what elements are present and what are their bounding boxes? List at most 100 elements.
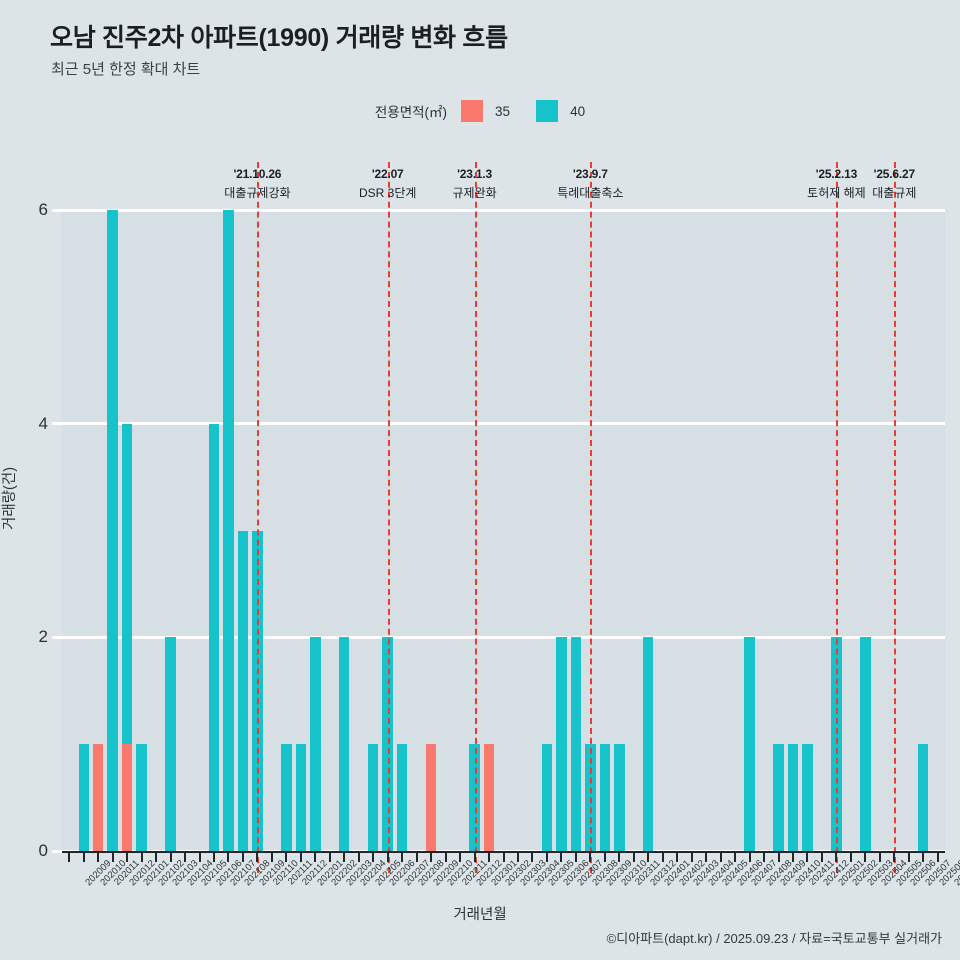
x-tick-mark	[878, 853, 881, 862]
x-tick-mark	[763, 853, 766, 862]
page-subtitle: 최근 5년 한정 확대 차트	[51, 61, 201, 78]
x-tick-mark	[68, 853, 71, 862]
y-axis: 0 2 4 6	[0, 200, 62, 860]
x-tick-mark	[835, 853, 838, 862]
x-tick-mark	[907, 853, 910, 862]
x-tick-mark	[936, 853, 939, 862]
gridline	[62, 422, 945, 426]
x-tick-mark	[155, 853, 158, 862]
x-tick-mark	[748, 853, 751, 862]
event-line-202506	[894, 162, 897, 873]
x-tick-mark	[82, 853, 85, 862]
x-tick-mark	[401, 853, 404, 862]
gridline	[62, 208, 945, 212]
bar-202410-40	[773, 744, 784, 851]
event-line-202207	[387, 162, 390, 873]
x-tick-mark	[777, 853, 780, 862]
bar-202202-40	[310, 637, 321, 851]
y-tick-label: 4	[38, 413, 48, 433]
x-tick-mark	[734, 853, 737, 862]
x-tick-mark	[531, 853, 534, 862]
bar-202012-40	[107, 210, 118, 851]
x-tick-mark	[415, 853, 418, 862]
legend-swatch-40	[536, 100, 559, 122]
legend-label-40: 40	[570, 103, 586, 119]
x-tick-mark	[618, 853, 621, 862]
x-tick-mark	[560, 853, 563, 862]
x-axis	[62, 851, 945, 865]
x-tick-mark	[632, 853, 635, 862]
x-tick-mark	[473, 853, 476, 862]
event-line-202502	[836, 162, 839, 873]
bar-202210-35	[425, 744, 437, 851]
bar-202302-35	[483, 744, 495, 851]
x-tick-mark	[820, 853, 823, 862]
x-tick-mark	[690, 853, 693, 862]
x-tick-mark	[719, 853, 722, 862]
x-tick-mark	[111, 853, 114, 862]
x-tick-mark	[574, 853, 577, 862]
y-axis-title: 거래량(건)	[2, 466, 18, 530]
event-line-202110	[257, 162, 260, 873]
x-tick-mark	[864, 853, 867, 862]
chart-plot-area	[62, 162, 945, 873]
legend-swatch-35	[461, 100, 484, 122]
x-tick-mark	[676, 853, 679, 862]
x-tick-mark	[922, 853, 925, 862]
x-tick-mark	[328, 853, 331, 862]
x-tick-mark	[169, 853, 172, 862]
x-tick-mark	[661, 853, 664, 862]
x-tick-mark	[849, 853, 852, 862]
x-tick-mark	[444, 853, 447, 862]
x-tick-mark	[198, 853, 201, 862]
y-tick-mark	[52, 208, 62, 212]
bar-202401-40	[643, 637, 654, 851]
x-tick-mark	[893, 853, 896, 862]
bar-202301-40	[469, 744, 480, 851]
bar-202307-40	[556, 637, 567, 851]
bar-202306-40	[541, 744, 553, 851]
y-tick-label: 0	[38, 841, 48, 860]
x-tick-mark	[184, 853, 187, 862]
bar-202011-35	[92, 744, 104, 851]
y-tick-mark	[52, 422, 62, 426]
legend-title: 전용면적(㎡)	[374, 105, 448, 120]
x-tick-mark	[516, 853, 519, 862]
bar-202206-40	[368, 744, 379, 851]
bar-202310-40	[599, 744, 611, 851]
legend-label-35: 35	[495, 103, 511, 119]
x-tick-mark	[806, 853, 809, 862]
x-tick-mark	[792, 853, 794, 862]
bar-202411-40	[787, 744, 799, 851]
bar-202101-40	[121, 423, 133, 745]
y-tick-label: 6	[38, 200, 48, 219]
x-tick-mark	[126, 853, 129, 862]
bar-202107-40	[208, 423, 220, 851]
bar-202412-40	[802, 744, 813, 851]
x-tick-mark	[705, 853, 708, 862]
x-tick-mark	[372, 853, 375, 862]
bar-202508-40	[918, 744, 929, 851]
bar-202010-40	[78, 744, 89, 851]
bar-202311-40	[614, 744, 625, 851]
bar-202101-35	[121, 744, 133, 851]
x-tick-mark	[647, 853, 650, 862]
x-tick-mark	[212, 853, 215, 862]
bar-202208-40	[396, 744, 408, 851]
chart-legend: 전용면적(㎡) 35 40	[0, 100, 960, 122]
bar-202108-40	[223, 210, 234, 851]
bar-202201-40	[295, 744, 307, 851]
x-tick-mark	[603, 853, 606, 862]
x-tick-mark	[386, 853, 389, 862]
event-line-202301	[474, 162, 477, 873]
bar-202408-40	[744, 637, 755, 851]
bar-202112-40	[281, 744, 292, 851]
x-axis-title: 거래년월	[453, 907, 507, 923]
page-title: 오남 진주2차 아파트(1990) 거래량 변화 흐름	[50, 24, 508, 52]
event-line-202309	[590, 162, 593, 873]
x-tick-mark	[502, 853, 505, 862]
x-tick-mark	[241, 853, 244, 862]
y-tick-label: 2	[38, 627, 48, 647]
x-tick-mark	[488, 853, 491, 862]
bar-202104-40	[165, 637, 176, 851]
